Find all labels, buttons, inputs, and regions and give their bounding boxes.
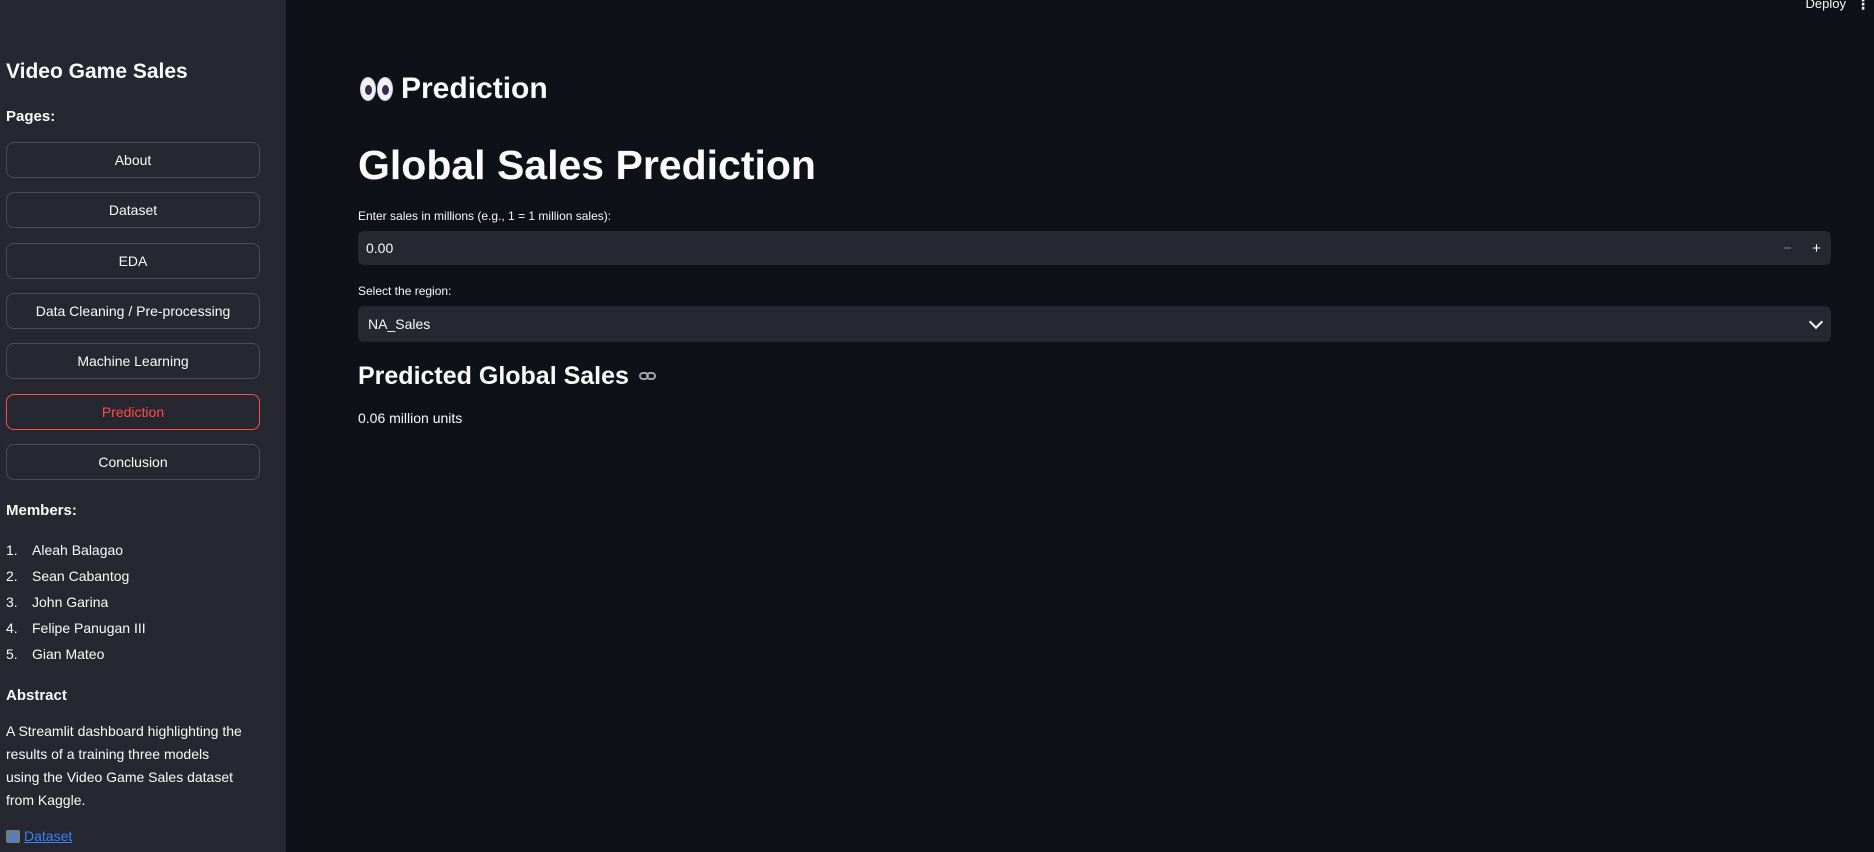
kebab-menu-icon[interactable]: ⋮: [1856, 0, 1870, 12]
member-name: John Garina: [32, 594, 109, 610]
nav-button-eda[interactable]: EDA: [6, 243, 260, 279]
page-title: Global Sales Prediction: [358, 142, 816, 188]
prediction-result: 0.06 million units: [358, 410, 463, 426]
nav-button-dataset[interactable]: Dataset: [6, 192, 260, 228]
dataset-link[interactable]: Dataset: [24, 828, 73, 844]
result-heading-text: Predicted Global Sales: [358, 362, 629, 390]
pages-label: Pages:: [6, 108, 56, 125]
member-name: Felipe Panugan III: [32, 620, 146, 636]
sidebar-title: Video Game Sales: [6, 60, 188, 83]
list-number: 2.: [6, 568, 18, 584]
decrement-button[interactable]: −: [1783, 239, 1792, 257]
result-heading: Predicted Global Sales: [358, 362, 657, 391]
list-item: 3. John Garina: [6, 592, 146, 618]
abstract-text: A Streamlit dashboard highlighting the r…: [6, 723, 242, 808]
list-number: 3.: [6, 594, 18, 610]
member-name: Gian Mateo: [32, 646, 105, 662]
region-select-value: NA_Sales: [368, 316, 431, 332]
list-number: 1.: [6, 542, 18, 558]
increment-button[interactable]: +: [1812, 239, 1821, 257]
region-select-label: Select the region:: [358, 284, 452, 298]
dataset-link-row: Dataset: [6, 828, 72, 844]
list-number: 4.: [6, 620, 18, 636]
list-item: 4. Felipe Panugan III: [6, 618, 146, 644]
abstract-title: Abstract: [6, 687, 67, 704]
sales-number-input[interactable]: 0.00 − +: [358, 231, 1831, 265]
sidebar: Video Game Sales Pages: About Dataset ED…: [0, 0, 286, 852]
members-list: 1. Aleah Balagao 2. Sean Cabantog 3. John G…: [6, 540, 146, 670]
members-label: Members:: [6, 502, 77, 519]
nav-button-about[interactable]: About: [6, 142, 260, 178]
nav-button-prediction[interactable]: Prediction: [6, 394, 260, 430]
member-name: Aleah Balagao: [32, 542, 124, 558]
region-select[interactable]: NA_Sales: [358, 306, 1831, 342]
page-heading-text: Prediction: [401, 72, 548, 105]
eyes-emoji-icon: [360, 77, 393, 101]
list-item: 2. Sean Cabantog: [6, 566, 146, 592]
sales-input-label: Enter sales in millions (e.g., 1 = 1 mil…: [358, 209, 612, 223]
sales-input-value[interactable]: 0.00: [366, 240, 394, 256]
deploy-button[interactable]: Deploy: [1805, 0, 1846, 11]
nav-button-data-cleaning[interactable]: Data Cleaning / Pre-processing: [6, 293, 260, 329]
anchor-link-icon[interactable]: [638, 371, 657, 382]
member-name: Sean Cabantog: [32, 568, 130, 584]
chevron-down-icon: [1808, 314, 1824, 329]
page-heading: Prediction: [360, 72, 548, 106]
nav-button-conclusion[interactable]: Conclusion: [6, 444, 260, 480]
nav-button-machine-learning[interactable]: Machine Learning: [6, 343, 260, 379]
list-number: 5.: [6, 646, 18, 662]
list-item: 5. Gian Mateo: [6, 644, 146, 670]
list-item: 1. Aleah Balagao: [6, 540, 146, 566]
bar-chart-icon: [6, 829, 20, 843]
